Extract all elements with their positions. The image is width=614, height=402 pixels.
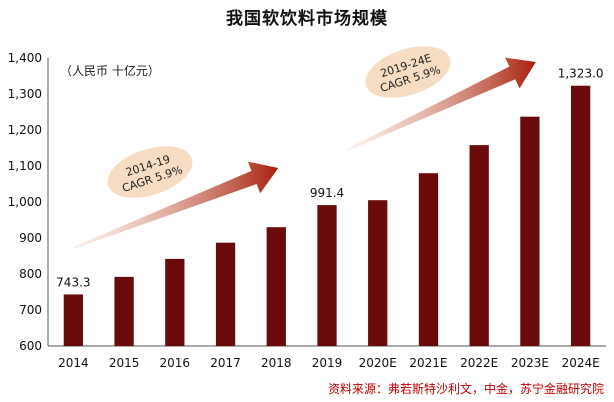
y-tick-label: 1,100 xyxy=(8,159,42,173)
bar-2019 xyxy=(317,205,337,346)
y-tick-labels: 600 700 800 900 1,000 1,100 1,200 1,300 1,400 xyxy=(8,51,42,353)
y-tick-label: 1,300 xyxy=(8,87,42,101)
y-tick-label: 1,400 xyxy=(8,51,42,65)
source-note: 资料来源：弗若斯特沙利文，中金，苏宁金融研究院 xyxy=(327,382,604,396)
x-tick-label: 2021E xyxy=(409,356,447,370)
y-tick-label: 800 xyxy=(19,267,42,281)
growth-arrow xyxy=(73,161,279,249)
x-tick-labels: 2014 2015 2016 2017 2018 2019 2020E 2021E 2022E 2… xyxy=(58,356,600,370)
annotation-arrows xyxy=(73,57,536,249)
x-tick-label: 2019 xyxy=(312,356,343,370)
x-tick-label: 2023E xyxy=(511,356,549,370)
x-tick-label: 2024E xyxy=(562,356,600,370)
x-tick-label: 2017 xyxy=(210,356,241,370)
data-label: 1,323.0 xyxy=(558,67,604,81)
growth-arrow xyxy=(346,57,536,151)
y-tick-label: 600 xyxy=(19,339,42,353)
x-tick-label: 2018 xyxy=(261,356,292,370)
chart-title: 我国软饮料市场规模 xyxy=(226,9,388,29)
x-tick-label: 2022E xyxy=(460,356,498,370)
data-label: 743.3 xyxy=(56,275,90,289)
y-tick-label: 700 xyxy=(19,303,42,317)
bar-2023E xyxy=(520,116,540,347)
cagr-bubble-shape xyxy=(365,46,451,98)
bar-2014 xyxy=(63,294,84,346)
x-tick-label: 2020E xyxy=(359,356,397,370)
bar-2018 xyxy=(266,227,286,346)
x-tick-label: 2014 xyxy=(58,356,89,370)
y-tick-label: 1,200 xyxy=(8,123,42,137)
bar-2024E xyxy=(570,85,591,346)
bars xyxy=(63,85,591,347)
y-tick-label: 1,000 xyxy=(8,195,42,209)
bar-2022E xyxy=(469,145,489,346)
bar-2020E xyxy=(368,200,388,346)
x-tick-label: 2016 xyxy=(160,356,191,370)
bar-2015 xyxy=(114,276,134,346)
bar-2016 xyxy=(165,258,185,346)
bar-2021E xyxy=(418,173,439,346)
bar-2017 xyxy=(215,242,236,346)
data-labels: 743.3 991.4 1,323.0 xyxy=(56,67,603,290)
data-label: 991.4 xyxy=(310,186,344,200)
cagr-bubble-shape xyxy=(107,146,193,198)
x-tick-label: 2015 xyxy=(109,356,140,370)
y-tick-label: 900 xyxy=(19,231,42,245)
unit-label: （人民币 十亿元） xyxy=(60,63,160,78)
